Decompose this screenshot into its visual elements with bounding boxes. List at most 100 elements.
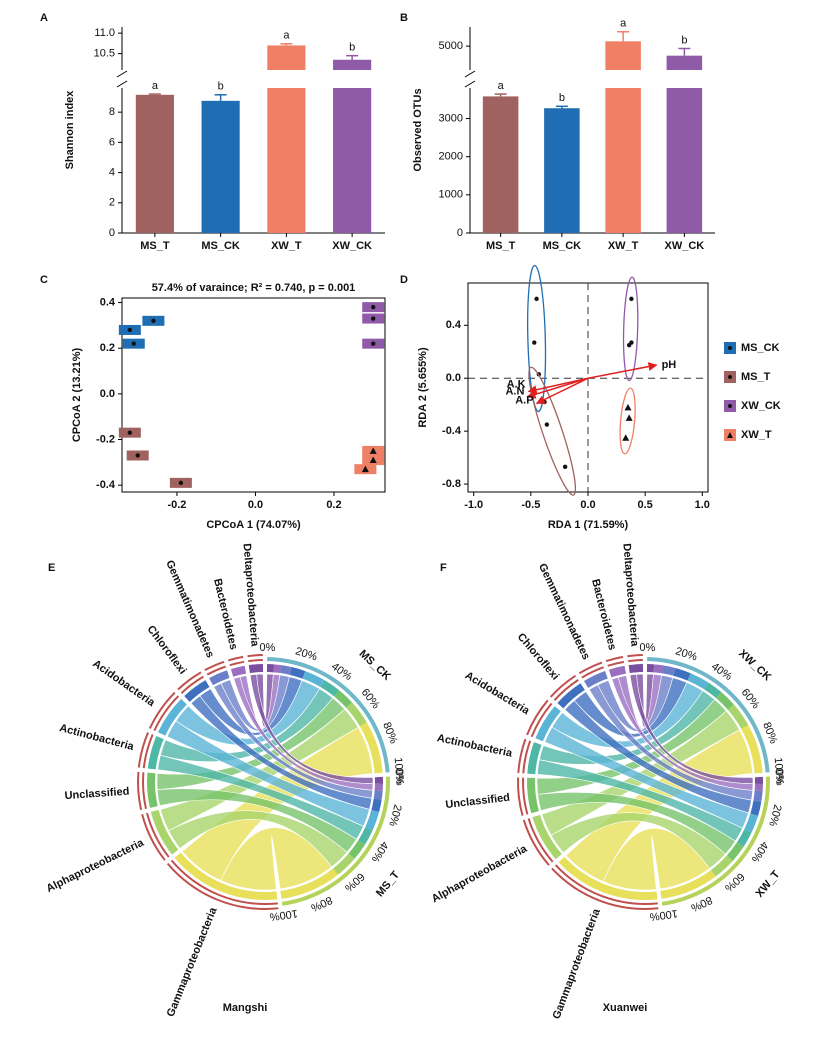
ribbon [249, 674, 374, 785]
y-tick-label: 0.4 [100, 296, 116, 308]
group-segment [359, 722, 383, 774]
group-tick-label: 100% [392, 757, 406, 786]
ribbon [602, 828, 711, 891]
x-tick-label: -0.5 [521, 499, 540, 511]
category-label: Deltaproteobacteria [241, 543, 261, 648]
y-tick-label: 0.2 [100, 342, 115, 354]
y-tick-label: -0.4 [442, 425, 462, 437]
marker [127, 430, 133, 435]
sector-ring [522, 819, 550, 866]
y-tick-label: 8 [109, 106, 115, 118]
x-tick-label: -1.0 [464, 499, 483, 511]
plot-frame [121, 297, 386, 493]
sector-ring [142, 734, 154, 769]
x-tick-label: 1.0 [695, 499, 710, 511]
marker [629, 340, 634, 345]
ribbon [168, 810, 348, 868]
ribbon [544, 726, 749, 829]
panel-label: F [440, 562, 447, 574]
bar [605, 88, 641, 233]
sector [557, 683, 585, 709]
x-tick-label: 0.5 [637, 499, 652, 511]
group-ellipse [528, 366, 577, 496]
category-label: Gammaproteobacteria [551, 906, 604, 1020]
x-tick-label: 0.0 [580, 499, 595, 511]
env-arrow [587, 362, 658, 379]
significance-letter: b [559, 92, 565, 104]
category-label: Acidobacteria [90, 658, 157, 710]
significance-letter: a [283, 30, 290, 42]
category-label: Bacteroidetes [211, 577, 239, 651]
ribbon [220, 827, 333, 891]
category-label: Gammaproteobacteria [165, 905, 220, 1019]
sector [174, 852, 278, 900]
bar [267, 45, 306, 70]
group-segment [334, 690, 353, 708]
ribbon [233, 676, 374, 791]
marker [371, 304, 376, 310]
group-segment [754, 776, 763, 785]
x-tick-label: XW_T [608, 240, 639, 252]
group-tick-label: 100% [269, 907, 299, 923]
sector-ring [554, 864, 658, 905]
y-tick-label: 6 [109, 136, 115, 148]
x-tick-label: XW_CK [665, 240, 705, 252]
significance-letter: a [498, 80, 505, 92]
group-segment [346, 702, 367, 727]
marker [361, 465, 369, 473]
category-label: Deltaproteobacteria [620, 543, 640, 648]
ribbon [597, 674, 674, 732]
chart-title: 57.4% of varaince; R² = 0.740, p = 0.001 [152, 282, 356, 294]
axis-break [116, 80, 128, 88]
group-segment [371, 798, 382, 813]
group-segment [703, 682, 722, 698]
arrow-label: pH [662, 359, 677, 371]
group-segment [374, 783, 383, 792]
significance-letter: b [681, 34, 687, 46]
group-ellipse [619, 387, 636, 455]
sector-ring [204, 660, 225, 672]
category-label: Actinobacteria [58, 722, 136, 753]
group-segment [653, 664, 664, 674]
sector-ring [522, 740, 532, 774]
sector-ring [526, 699, 549, 736]
ribbon [564, 700, 752, 814]
legend-label: XW_CK [741, 400, 781, 412]
x-axis-label: CPCoA 1 (74.07%) [206, 519, 301, 531]
x-tick-label: XW_T [271, 240, 302, 252]
x-tick-label: MS_T [486, 240, 516, 252]
bar [333, 88, 372, 233]
group-segment [373, 790, 383, 800]
sector [150, 809, 179, 855]
category-label: Unclassified [445, 792, 511, 811]
ribbon [213, 682, 374, 799]
y-tick-label: 0 [457, 227, 463, 239]
y-tick-label: 2 [109, 197, 115, 209]
panel-label: E [48, 562, 55, 574]
sector [608, 665, 626, 678]
sector [158, 698, 187, 736]
y-axis-label: Shannon index [64, 90, 76, 170]
sector-ring [522, 777, 529, 815]
group-tick-label: 0% [639, 642, 655, 654]
bar [666, 88, 703, 233]
marker [369, 456, 377, 464]
sector-ring [180, 675, 204, 694]
sector-ring [527, 818, 554, 863]
y-tick-label: 1000 [439, 189, 463, 201]
group-tick-label: 20% [294, 645, 319, 663]
sector [527, 777, 539, 814]
group-label: XW_T [754, 868, 783, 899]
group-segment [687, 673, 709, 690]
marker [629, 296, 634, 302]
panel-label: C [40, 274, 48, 286]
y-tick-label: -0.4 [96, 479, 116, 491]
sector-ring [605, 655, 624, 663]
group-tick-label: 100% [649, 907, 679, 923]
y-tick-label: 0.4 [446, 319, 462, 331]
y-tick-label: 10.5 [94, 48, 115, 60]
marker [371, 316, 376, 321]
sector-ring [627, 654, 643, 658]
ribbon [159, 688, 334, 762]
